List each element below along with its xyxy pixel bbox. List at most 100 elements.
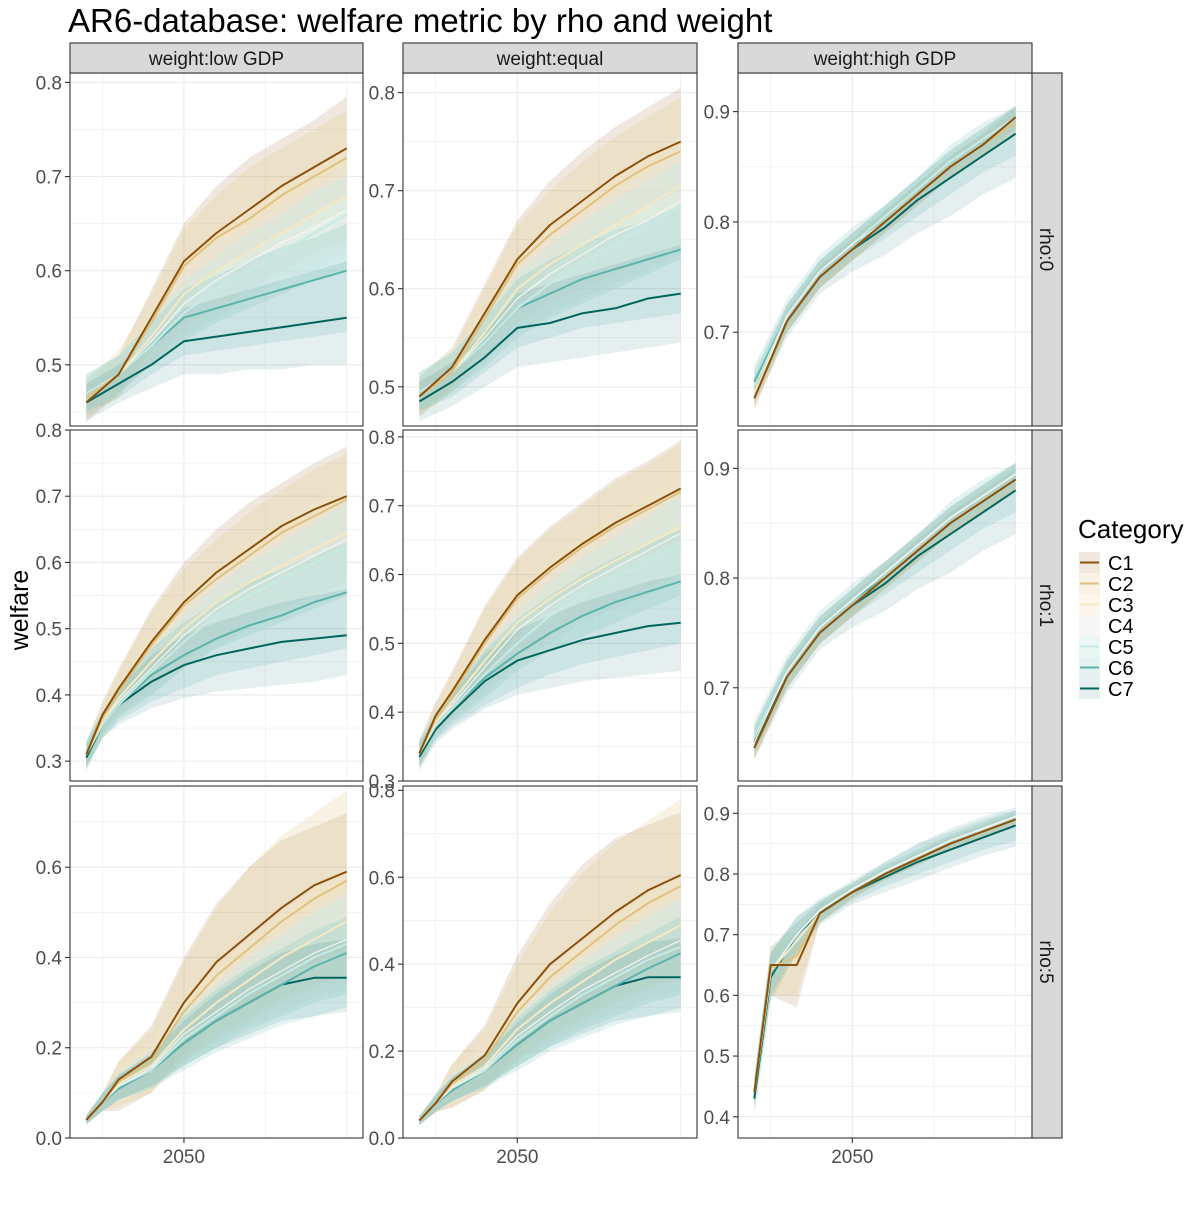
panel-background xyxy=(738,786,1032,1138)
ribbon-c5 xyxy=(86,502,347,768)
series-line-c7 xyxy=(85,316,347,404)
x-axis: 2050 xyxy=(496,1138,538,1168)
x-tick-label: 2050 xyxy=(831,1147,873,1168)
ribbon-c3 xyxy=(419,474,681,768)
ribbon-c1 xyxy=(754,106,1016,410)
series-line-c4 xyxy=(753,473,1017,743)
y-axis-label: welfare xyxy=(6,570,34,652)
y-tick-label: 0.7 xyxy=(704,679,730,700)
ribbon-c1 xyxy=(86,813,347,1125)
y-tick-label: 0.6 xyxy=(36,858,62,879)
series-line-c3 xyxy=(418,525,682,754)
panel-border xyxy=(69,429,364,782)
panel-background xyxy=(70,430,363,781)
panel-background xyxy=(738,73,1032,426)
x-tick-label: 2050 xyxy=(163,1147,205,1168)
series-line-c5 xyxy=(418,204,682,393)
y-tick-label: 0.5 xyxy=(36,356,62,377)
series-line-c5 xyxy=(85,545,348,755)
ribbon-c6 xyxy=(754,462,1016,754)
panel-rho0-weighthighgdp: 0.7 0.8 0.9 xyxy=(704,72,1033,427)
panel-background xyxy=(738,430,1032,781)
panel-background xyxy=(403,786,697,1138)
legend-item-c2: C2 xyxy=(1079,573,1134,596)
series-line-c2 xyxy=(418,150,682,398)
y-tick-label: 0.5 xyxy=(36,620,62,641)
y-tick-label: 0.8 xyxy=(704,213,730,234)
y-tick-label: 0.6 xyxy=(36,553,62,574)
y-tick-label: 0.7 xyxy=(704,926,730,947)
panel-rho5-weighthighgdp: 0.4 0.5 0.6 0.7 0.8 0.9 2050 xyxy=(704,785,1033,1168)
y-tick-label: 0.8 xyxy=(36,73,62,94)
ribbon-c1 xyxy=(419,812,681,1125)
legend-item-c6: C6 xyxy=(1079,657,1134,680)
y-axis: 0.4 0.5 0.6 0.7 0.8 0.9 xyxy=(704,804,738,1129)
series-lines xyxy=(418,487,682,758)
y-tick-label: 0.5 xyxy=(369,378,395,399)
ribbon-c7 xyxy=(419,244,681,422)
y-tick-label: 0.0 xyxy=(369,1129,395,1150)
y-axis: 0.5 0.6 0.7 0.8 xyxy=(369,84,403,399)
legend-label: C3 xyxy=(1108,595,1134,617)
panel-rho1-weighthighgdp: 0.7 0.8 0.9 xyxy=(704,429,1033,782)
y-tick-label: 0.3 xyxy=(369,772,395,793)
ribbon-c1 xyxy=(86,96,347,422)
series-line-c3 xyxy=(85,531,348,755)
panel-rho1-weightequal: 0.3 0.4 0.5 0.6 0.7 0.8 xyxy=(369,428,698,793)
ribbon-c5 xyxy=(754,810,1016,1105)
y-tick-label: 0.9 xyxy=(704,459,730,480)
series-line-c1 xyxy=(418,487,682,754)
ribbon-c7 xyxy=(419,574,681,771)
y-tick-label: 0.8 xyxy=(369,84,395,105)
series-line-c4 xyxy=(418,199,682,398)
ribbon-c5 xyxy=(419,495,681,768)
row-strip xyxy=(1031,72,1063,427)
gridlines xyxy=(70,73,363,426)
ribbon-c3 xyxy=(419,136,681,417)
series-line-c3 xyxy=(418,184,682,398)
legend-label: C4 xyxy=(1108,616,1134,638)
legend-item-c5: C5 xyxy=(1079,636,1134,659)
y-tick-label: 0.5 xyxy=(704,1047,730,1068)
legend-item-c1: C1 xyxy=(1079,552,1134,575)
gridlines xyxy=(738,430,1032,781)
y-tick-label: 0.6 xyxy=(369,280,395,301)
y-tick-label: 0.2 xyxy=(36,1039,62,1060)
ribbon-c6 xyxy=(754,807,1016,1111)
row-strip-label: rho:5 xyxy=(1035,940,1056,983)
y-tick-label: 0.5 xyxy=(369,634,395,655)
ribbon-c6 xyxy=(419,529,681,768)
ribbon-c4 xyxy=(86,167,347,417)
facet-strips: weight:low GDP weight:equal weight:high GD… xyxy=(69,42,1063,1139)
y-tick-label: 0.6 xyxy=(704,986,730,1007)
series-line-c5 xyxy=(85,213,348,394)
series-lines xyxy=(418,140,682,403)
panel-border xyxy=(402,429,698,782)
ribbon-c2 xyxy=(86,790,347,1125)
legend-item-c4: C4 xyxy=(1079,615,1134,638)
series-lines xyxy=(753,116,1017,399)
legend-label: C2 xyxy=(1108,574,1134,596)
y-tick-label: 0.7 xyxy=(36,168,62,189)
ribbon-c6 xyxy=(419,205,681,412)
series-line-c2 xyxy=(85,498,348,755)
y-tick-label: 0.4 xyxy=(369,955,396,976)
y-tick-label: 0.6 xyxy=(369,566,395,587)
x-axis: 2050 xyxy=(831,1138,873,1168)
y-tick-label: 0.7 xyxy=(704,323,730,344)
ribbon-c3 xyxy=(86,148,347,417)
y-tick-label: 0.6 xyxy=(36,262,62,283)
ribbon-c3 xyxy=(419,872,681,1125)
column-strip-label: weight:equal xyxy=(496,49,604,70)
ribbon-c5 xyxy=(419,161,681,412)
y-axis: 0.7 0.8 0.9 xyxy=(704,459,738,700)
y-tick-label: 0.9 xyxy=(704,804,730,825)
series-line-c4 xyxy=(85,208,348,399)
ribbon-c5 xyxy=(86,176,347,412)
facet-panels: 0.5 0.6 0.7 0.8 0.5 0.6 0.7 0.8 0.7 0.8 0.9 0.3 0.4 0… xyxy=(36,72,1033,1168)
series-line-c1 xyxy=(418,140,682,398)
y-tick-label: 0.8 xyxy=(704,865,730,886)
series-lines xyxy=(85,870,348,1121)
y-tick-label: 0.9 xyxy=(704,103,730,124)
